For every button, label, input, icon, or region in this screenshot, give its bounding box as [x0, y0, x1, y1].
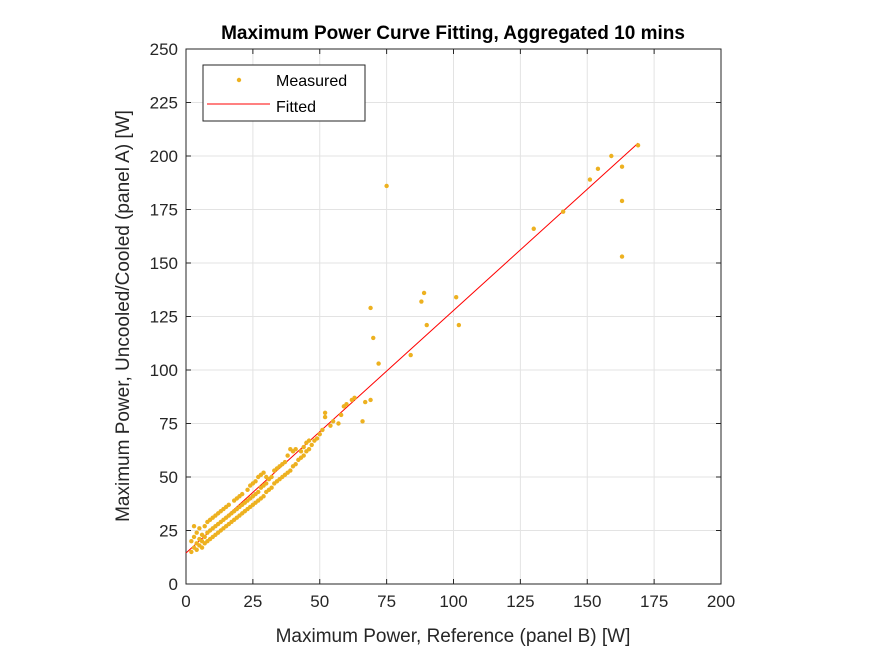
- measured-point: [306, 446, 312, 452]
- measured-point: [245, 487, 250, 493]
- measured-point: [595, 166, 601, 172]
- measured-point: [560, 209, 566, 214]
- y-tick-label: 100: [150, 361, 178, 380]
- y-axis-label: Maximum Power, Uncooled/Cooled (panel A)…: [113, 110, 134, 522]
- legend-fitted-label: Fitted: [276, 99, 316, 116]
- measured-point: [635, 143, 641, 148]
- x-tick-label: 100: [439, 592, 467, 611]
- legend-measured-label: Measured: [276, 73, 347, 90]
- measured-point: [619, 164, 625, 169]
- x-tick-label: 75: [377, 592, 396, 611]
- measured-point: [261, 494, 266, 499]
- measured-point: [368, 305, 373, 311]
- measured-point: [587, 177, 593, 182]
- measured-point: [269, 474, 274, 480]
- data-marks: [185, 142, 641, 555]
- y-tick-label: 125: [150, 308, 178, 327]
- y-tick-label: 50: [159, 468, 178, 487]
- measured-point: [191, 524, 197, 529]
- measured-point: [320, 427, 325, 433]
- chart-title: Maximum Power Curve Fitting, Aggregated …: [221, 23, 685, 44]
- measured-point: [421, 290, 427, 296]
- measured-point: [226, 502, 231, 508]
- measured-point: [352, 395, 357, 401]
- x-tick-label: 50: [310, 592, 329, 611]
- measured-point: [314, 436, 320, 441]
- x-tick-label: 175: [640, 592, 668, 611]
- measured-point: [322, 410, 328, 415]
- grid-lines: [186, 49, 721, 584]
- measured-point: [408, 352, 413, 358]
- measured-point: [317, 432, 322, 437]
- measured-point: [360, 419, 365, 424]
- measured-point: [256, 489, 261, 495]
- measured-point: [424, 322, 429, 328]
- x-tick-label: 125: [506, 592, 534, 611]
- measured-point: [288, 468, 293, 473]
- measured-point: [371, 335, 376, 341]
- measured-point: [261, 470, 266, 475]
- x-tick-label: 25: [243, 592, 262, 611]
- measured-point: [269, 485, 274, 490]
- measured-point: [202, 534, 207, 540]
- measured-point: [293, 461, 298, 467]
- measured-point: [531, 226, 536, 231]
- y-tick-label: 75: [159, 415, 178, 434]
- measured-point: [301, 444, 306, 450]
- y-tick-label: 25: [159, 522, 178, 541]
- measured-point: [194, 530, 199, 535]
- y-tick-label: 150: [150, 254, 178, 273]
- measured-point: [293, 446, 298, 452]
- measured-point: [285, 453, 290, 458]
- measured-point: [298, 449, 304, 454]
- measured-point: [194, 547, 199, 552]
- measured-point: [384, 183, 389, 189]
- measured-point: [338, 412, 344, 418]
- measured-point: [199, 545, 205, 550]
- y-tick-label: 0: [169, 575, 178, 594]
- measured-point: [363, 399, 368, 405]
- measured-point: [419, 299, 424, 304]
- measured-point: [264, 481, 269, 486]
- legend: Measured Fitted: [202, 64, 366, 122]
- x-tick-label: 200: [707, 592, 735, 611]
- x-tick-label: 0: [181, 592, 190, 611]
- measured-point: [197, 526, 202, 531]
- measured-point: [456, 322, 462, 328]
- measured-point: [309, 442, 314, 448]
- measured-point: [191, 534, 197, 540]
- y-tick-label: 225: [150, 94, 178, 113]
- legend-box: [202, 64, 366, 122]
- x-tick-label: 150: [573, 592, 601, 611]
- measured-point: [306, 438, 312, 443]
- measured-point: [368, 397, 373, 403]
- measured-point: [189, 539, 194, 544]
- measured-point: [253, 479, 258, 484]
- measured-point: [336, 421, 341, 426]
- x-axis-label: Maximum Power, Reference (panel B) [W]: [276, 626, 631, 647]
- measured-point: [376, 361, 381, 366]
- axis-ticks: 0 25 50 75 100 125 150 175 200 0 25 50 75 100 125 150 17…: [150, 40, 736, 611]
- measured-point: [189, 549, 194, 555]
- measured-point: [328, 423, 333, 428]
- y-tick-label: 200: [150, 147, 178, 166]
- measured-point: [453, 295, 459, 300]
- measured-point: [619, 198, 625, 204]
- measured-point: [239, 491, 245, 497]
- measured-point: [282, 459, 288, 465]
- y-tick-label: 250: [150, 40, 178, 59]
- measured-point: [619, 254, 625, 259]
- measured-point: [202, 524, 207, 529]
- measured-point: [330, 419, 336, 424]
- y-tick-label: 175: [150, 201, 178, 220]
- measured-point: [322, 414, 328, 420]
- measured-point: [344, 402, 349, 407]
- legend-measured-marker: [236, 77, 242, 83]
- measured-point: [609, 153, 614, 159]
- measured-point: [301, 453, 306, 458]
